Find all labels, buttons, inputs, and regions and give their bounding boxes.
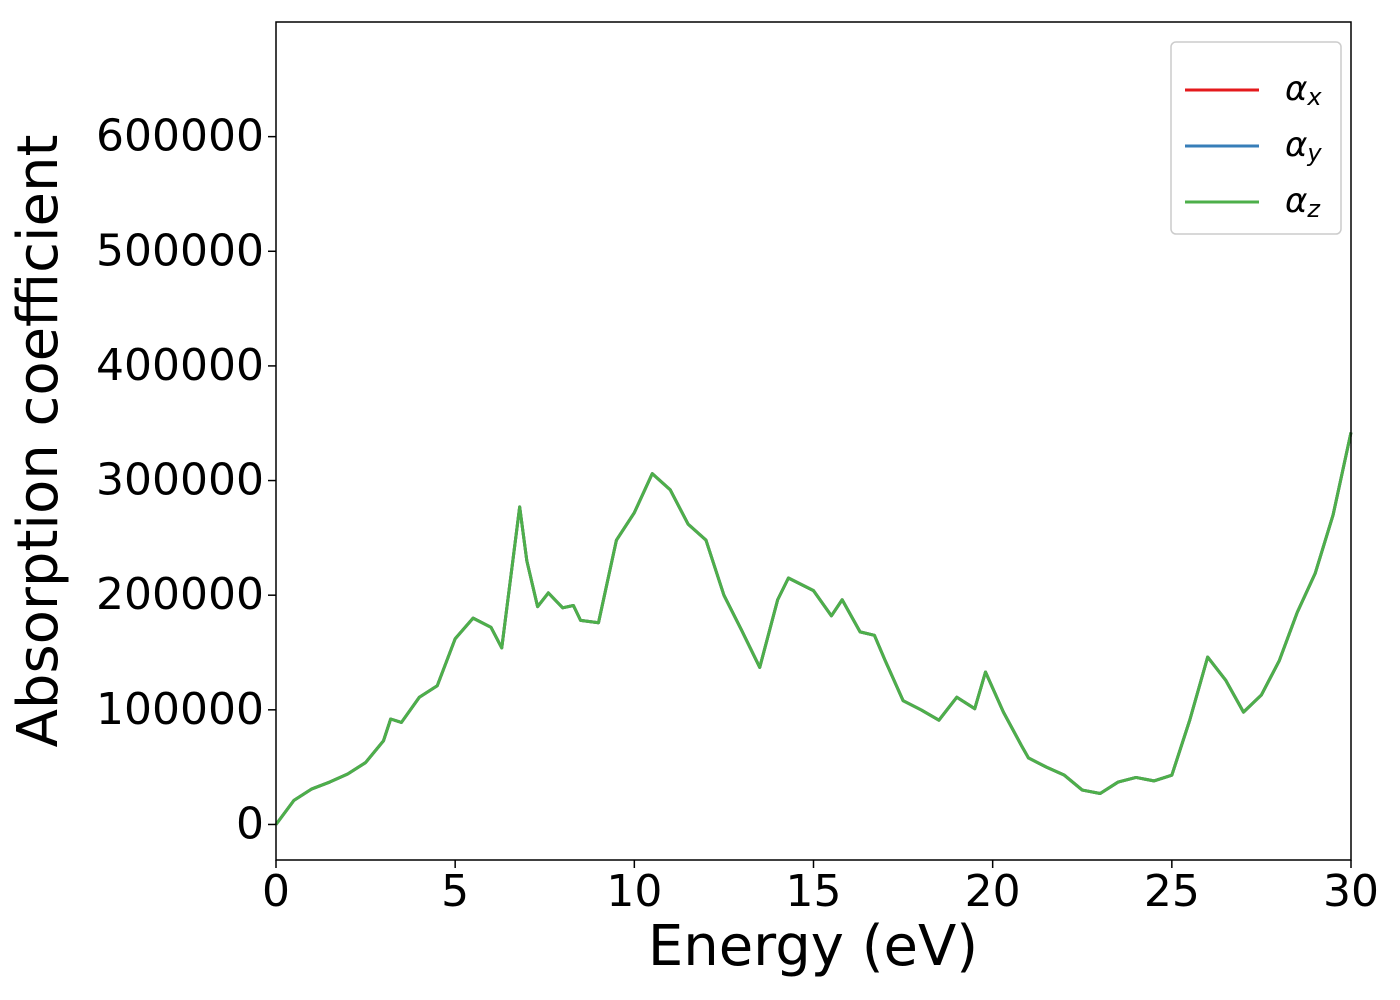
y-tick-label: 500000 xyxy=(96,225,264,276)
legend-label: αx xyxy=(1285,69,1322,112)
y-tick-label: 600000 xyxy=(96,111,264,162)
y-tick-label: 100000 xyxy=(96,684,264,735)
legend-label: αz xyxy=(1285,181,1321,224)
y-tick-label: 300000 xyxy=(96,455,264,506)
x-axis-label: Energy (eV) xyxy=(648,914,978,979)
y-tick-label: 0 xyxy=(236,798,264,849)
x-tick-label: 20 xyxy=(965,866,1021,917)
data-line xyxy=(274,432,1353,826)
y-tick-label: 200000 xyxy=(96,569,264,620)
x-tick-label: 0 xyxy=(262,866,290,917)
y-tick-label: 400000 xyxy=(96,340,264,391)
x-tick-label: 5 xyxy=(441,866,469,917)
x-tick-label: 25 xyxy=(1144,866,1200,917)
y-axis-label: Absorption coefficient xyxy=(6,135,71,748)
x-tick-label: 15 xyxy=(786,866,842,917)
plot-frame xyxy=(275,21,1352,861)
data-line xyxy=(274,432,1353,826)
x-tick-label: 10 xyxy=(606,866,662,917)
x-tick-label: 30 xyxy=(1323,866,1379,917)
legend-label: αy xyxy=(1285,125,1322,168)
data-line xyxy=(274,432,1353,826)
